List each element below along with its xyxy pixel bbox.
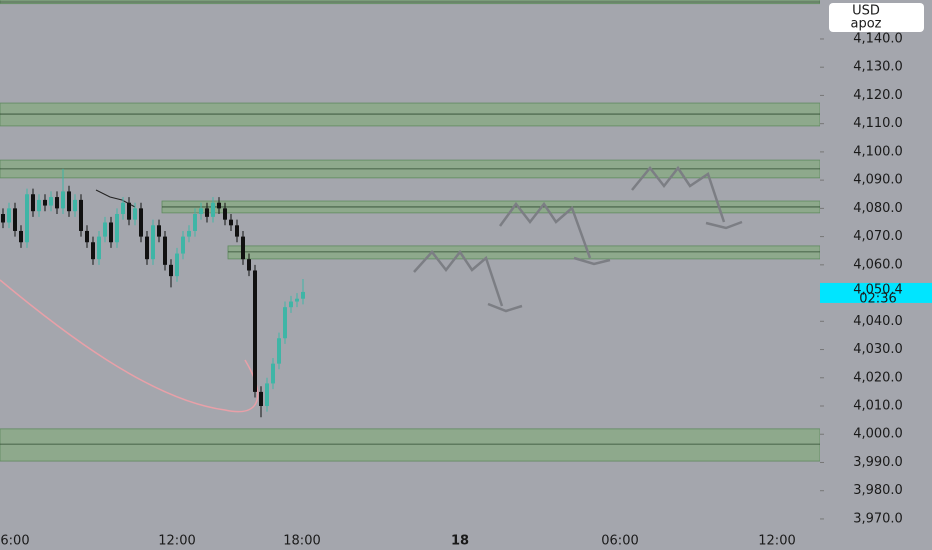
y-tick-label: 3,990.0 <box>853 455 903 470</box>
y-tick-label: 3,980.0 <box>853 483 903 498</box>
candle-body <box>49 197 53 206</box>
candle-body <box>181 236 185 254</box>
user: apoz <box>851 17 882 32</box>
candle-body <box>187 230 191 237</box>
candle-body <box>247 259 251 271</box>
last-price-box <box>820 282 932 303</box>
y-tick-label: 4,090.0 <box>853 173 903 188</box>
candle-body <box>115 214 119 243</box>
y-tick-label: 4,020.0 <box>853 370 903 385</box>
candle-body <box>133 208 137 220</box>
y-tick-label: 4,080.0 <box>853 201 903 216</box>
zone <box>227 245 821 260</box>
candle-body <box>157 225 161 237</box>
y-tick-label: 4,030.0 <box>853 342 903 357</box>
y-tick-label: 4,040.0 <box>853 314 903 329</box>
candle-body <box>163 236 167 265</box>
x-tick-label: 06:00 <box>601 534 638 549</box>
x-tick-label: 6:00 <box>0 534 29 549</box>
candle-body <box>175 253 179 277</box>
candle-body <box>253 270 257 392</box>
candle-body <box>127 202 131 220</box>
candle-body <box>67 191 71 212</box>
candles <box>1 168 305 418</box>
y-tick-label: 4,010.0 <box>853 399 903 414</box>
y-tick-label: 3,970.0 <box>853 511 903 526</box>
candle-body <box>277 338 281 364</box>
candle-body <box>193 214 197 231</box>
candle-body <box>139 208 143 237</box>
candle-body <box>13 208 17 231</box>
curve-annotation <box>0 279 259 413</box>
x-tick-label: 12:00 <box>758 534 795 549</box>
zone <box>0 102 821 127</box>
candle-body <box>283 307 287 339</box>
y-tick-label: 4,100.0 <box>853 144 903 159</box>
y-tick-label: 4,110.0 <box>853 116 903 131</box>
candle-body <box>73 199 77 212</box>
x-tick-label: 18 <box>451 534 469 549</box>
zone <box>0 428 821 462</box>
candle-body <box>97 236 101 260</box>
candle-body <box>1 214 5 223</box>
candle-body <box>223 208 227 220</box>
currency: USD <box>852 4 880 19</box>
candle-body <box>7 208 11 223</box>
candle-body <box>211 202 215 217</box>
y-tick-label: 4,070.0 <box>853 229 903 244</box>
candle-body <box>169 264 173 277</box>
candle-body <box>199 208 203 215</box>
candle-body <box>85 230 89 243</box>
y-tick-label: 4,140.0 <box>853 31 903 46</box>
price-axis <box>820 0 932 550</box>
candle-body <box>241 236 245 260</box>
candle-body <box>43 199 47 206</box>
currency-box[interactable] <box>829 3 924 32</box>
candle-body <box>205 208 209 217</box>
x-tick-label: 18:00 <box>283 534 320 549</box>
y-tick-label: 4,130.0 <box>853 60 903 75</box>
candle-body <box>289 301 293 308</box>
candle-body <box>79 199 83 231</box>
projection-arrows <box>413 165 743 313</box>
last-price: 4,050.4 <box>853 282 903 297</box>
countdown: 02:36 <box>859 291 896 306</box>
candle-body <box>109 222 113 243</box>
candle-body <box>25 194 29 243</box>
axis: 4,140.0 4,130.0 4,120.0 4,110.0 4,100.0 4,090… <box>0 31 932 549</box>
candle-body <box>271 363 275 384</box>
candle-body <box>31 194 35 212</box>
candle-body <box>217 202 221 209</box>
candle-body <box>235 225 239 237</box>
candle-body <box>19 230 23 243</box>
zones <box>0 0 821 462</box>
candle-body <box>145 236 149 260</box>
candle-body <box>55 197 59 209</box>
candle-body <box>229 219 233 226</box>
y-tick-label: 4,120.0 <box>853 88 903 103</box>
candle-body <box>91 242 95 260</box>
candle-body <box>37 199 41 212</box>
candle-body <box>259 391 263 407</box>
candle-body <box>103 222 107 237</box>
candle-body <box>295 298 299 302</box>
candle-body <box>121 202 125 215</box>
candle-body <box>151 225 155 260</box>
x-tick-label: 12:00 <box>158 534 195 549</box>
y-tick-label: 4,000.0 <box>853 427 903 442</box>
candle-body <box>301 291 305 299</box>
candle-body <box>265 383 269 407</box>
candle-body <box>61 191 65 209</box>
y-tick-label: 4,060.0 <box>853 257 903 272</box>
